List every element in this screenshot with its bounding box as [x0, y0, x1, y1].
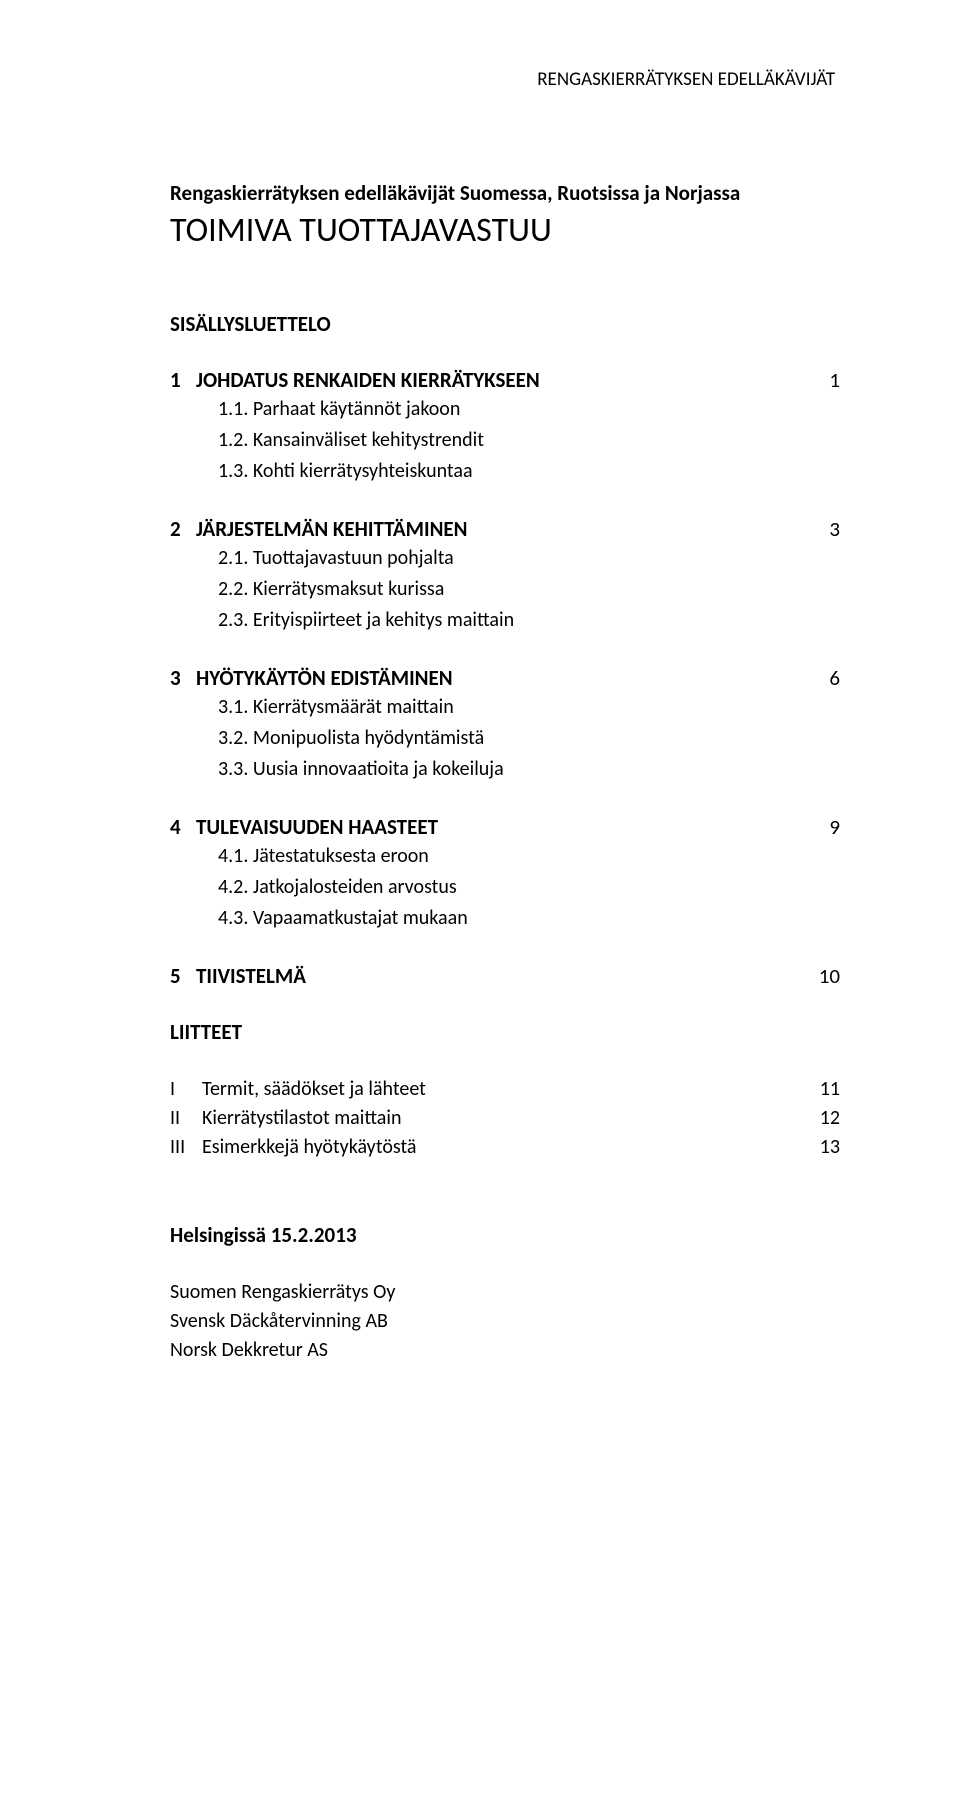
toc-heading-text: TIIVISTELMÄ	[196, 963, 306, 989]
appendix-label: Termit, säädökset ja lähteet	[202, 1075, 426, 1104]
toc-num: 3	[170, 665, 196, 691]
toc-num: 4	[170, 814, 196, 840]
appendix-roman: I	[170, 1075, 202, 1104]
toc-sub: 4.3. Vapaamatkustajat mukaan	[218, 904, 840, 933]
toc-heading: 2 JÄRJESTELMÄN KEHITTÄMINEN	[170, 516, 468, 542]
doc-subtitle: Rengaskierrätyksen edelläkävijät Suomess…	[170, 180, 840, 206]
toc-heading: 5 TIIVISTELMÄ	[170, 963, 306, 989]
toc-heading-text: JOHDATUS RENKAIDEN KIERRÄTYKSEEN	[196, 367, 540, 393]
toc-heading: 1 JOHDATUS RENKAIDEN KIERRÄTYKSEEN	[170, 367, 540, 393]
toc-page: 10	[819, 963, 840, 989]
toc-heading-text: HYÖTYKÄYTÖN EDISTÄMINEN	[196, 665, 453, 691]
toc-section: 1 JOHDATUS RENKAIDEN KIERRÄTYKSEEN 1 1.1…	[170, 367, 840, 486]
appendix-row: I Termit, säädökset ja lähteet 11	[170, 1075, 840, 1104]
footer-location: Helsingissä 15.2.2013	[170, 1222, 840, 1248]
toc-sub: 2.1. Tuottajavastuun pohjalta	[218, 544, 840, 573]
appendix-row: III Esimerkkejä hyötykäytöstä 13	[170, 1133, 840, 1162]
appendices-title: LIITTEET	[170, 1019, 840, 1045]
toc-page: 1	[829, 367, 840, 393]
toc-section: 5 TIIVISTELMÄ 10	[170, 963, 840, 989]
toc-sub: 1.1. Parhaat käytännöt jakoon	[218, 395, 840, 424]
toc-section: 2 JÄRJESTELMÄN KEHITTÄMINEN 3 2.1. Tuott…	[170, 516, 840, 635]
footer-orgs: Suomen Rengaskierrätys Oy Svensk Däckåte…	[170, 1278, 840, 1365]
footer-org: Svensk Däckåtervinning AB	[170, 1307, 840, 1336]
footer-block: Helsingissä 15.2.2013 Suomen Rengaskierr…	[170, 1222, 840, 1365]
toc-page: 3	[829, 516, 840, 542]
toc-num: 2	[170, 516, 196, 542]
toc-page: 6	[829, 665, 840, 691]
content-body: Rengaskierrätyksen edelläkävijät Suomess…	[170, 180, 840, 1365]
appendix-roman: III	[170, 1133, 202, 1162]
toc-sub: 2.3. Erityispiirteet ja kehitys maittain	[218, 606, 840, 635]
toc-sub: 3.2. Monipuolista hyödyntämistä	[218, 724, 840, 753]
page-header: RENGASKIERRÄTYKSEN EDELLÄKÄVIJÄT	[537, 68, 835, 91]
footer-org: Suomen Rengaskierrätys Oy	[170, 1278, 840, 1307]
toc-section: 4 TULEVAISUUDEN HAASTEET 9 4.1. Jätestat…	[170, 814, 840, 933]
toc-sub: 4.2. Jatkojalosteiden arvostus	[218, 873, 840, 902]
doc-title: TOIMIVA TUOTTAJAVASTUU	[170, 210, 840, 251]
toc-sub: 2.2. Kierrätysmaksut kurissa	[218, 575, 840, 604]
appendix-page: 12	[820, 1104, 840, 1133]
appendix-row: II Kierrätystilastot maittain 12	[170, 1104, 840, 1133]
toc-sub: 1.2. Kansainväliset kehitystrendit	[218, 426, 840, 455]
toc-heading: 3 HYÖTYKÄYTÖN EDISTÄMINEN	[170, 665, 453, 691]
appendix-label: Esimerkkejä hyötykäytöstä	[202, 1133, 417, 1162]
appendix-page: 13	[820, 1133, 840, 1162]
toc-page: 9	[829, 814, 840, 840]
toc-sub: 1.3. Kohti kierrätysyhteiskuntaa	[218, 457, 840, 486]
toc-heading-text: TULEVAISUUDEN HAASTEET	[196, 814, 438, 840]
appendix-list: I Termit, säädökset ja lähteet 11 II Kie…	[170, 1075, 840, 1162]
appendix-page: 11	[820, 1075, 840, 1104]
toc-sub: 4.1. Jätestatuksesta eroon	[218, 842, 840, 871]
appendix-label: Kierrätystilastot maittain	[202, 1104, 401, 1133]
toc-sub: 3.1. Kierrätysmäärät maittain	[218, 693, 840, 722]
toc-num: 1	[170, 367, 196, 393]
appendix-roman: II	[170, 1104, 202, 1133]
toc-section: 3 HYÖTYKÄYTÖN EDISTÄMINEN 6 3.1. Kierrät…	[170, 665, 840, 784]
toc-heading-text: JÄRJESTELMÄN KEHITTÄMINEN	[196, 516, 468, 542]
toc-title: SISÄLLYSLUETTELO	[170, 311, 840, 337]
toc-list: 1 JOHDATUS RENKAIDEN KIERRÄTYKSEEN 1 1.1…	[170, 367, 840, 989]
toc-heading: 4 TULEVAISUUDEN HAASTEET	[170, 814, 438, 840]
footer-org: Norsk Dekkretur AS	[170, 1336, 840, 1365]
toc-sub: 3.3. Uusia innovaatioita ja kokeiluja	[218, 755, 840, 784]
toc-num: 5	[170, 963, 196, 989]
